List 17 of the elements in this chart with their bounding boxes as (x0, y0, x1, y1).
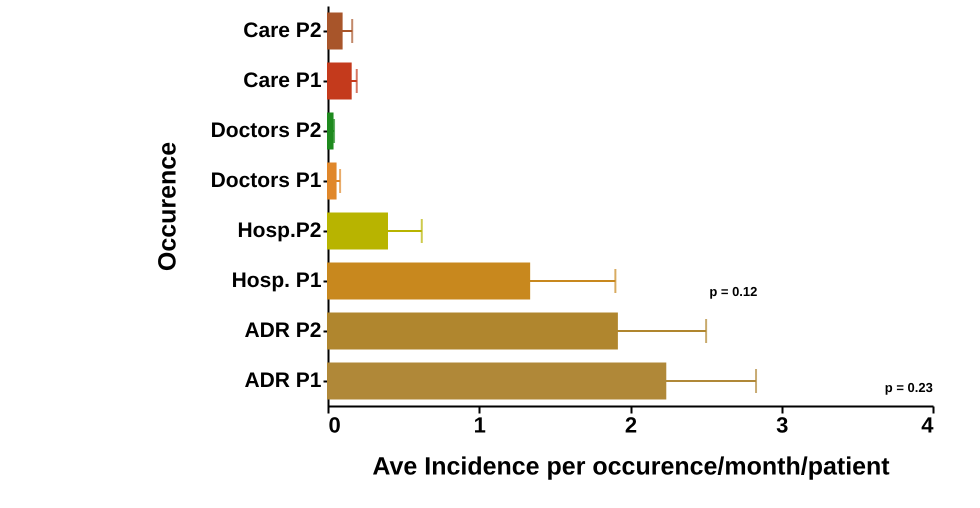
annotation: p = 0.12 (709, 284, 758, 299)
y-axis-title: Occurence (154, 142, 182, 272)
x-tick-label: 1 (474, 412, 486, 438)
y-tick-label: ADR P1 (244, 369, 322, 392)
y-tick-label: ADR P2 (244, 319, 322, 342)
x-tick-label: 4 (921, 412, 934, 438)
y-tick-label: Doctors P2 (210, 119, 322, 142)
x-tick-label: 3 (776, 412, 788, 438)
y-tick-label: Doctors P1 (210, 169, 322, 192)
y-tick-label: Hosp. P1 (232, 269, 322, 292)
y-tick-label: Care P2 (243, 19, 322, 42)
x-axis-title: Ave Incidence per occurence/month/patient (372, 452, 890, 480)
x-tick-label: 0 (328, 412, 341, 438)
y-tick-label: Hosp.P2 (237, 219, 322, 242)
y-tick-label: Care P1 (243, 69, 322, 92)
x-tick-label: 2 (624, 412, 638, 438)
annotation: p = 0.23 (884, 380, 933, 395)
